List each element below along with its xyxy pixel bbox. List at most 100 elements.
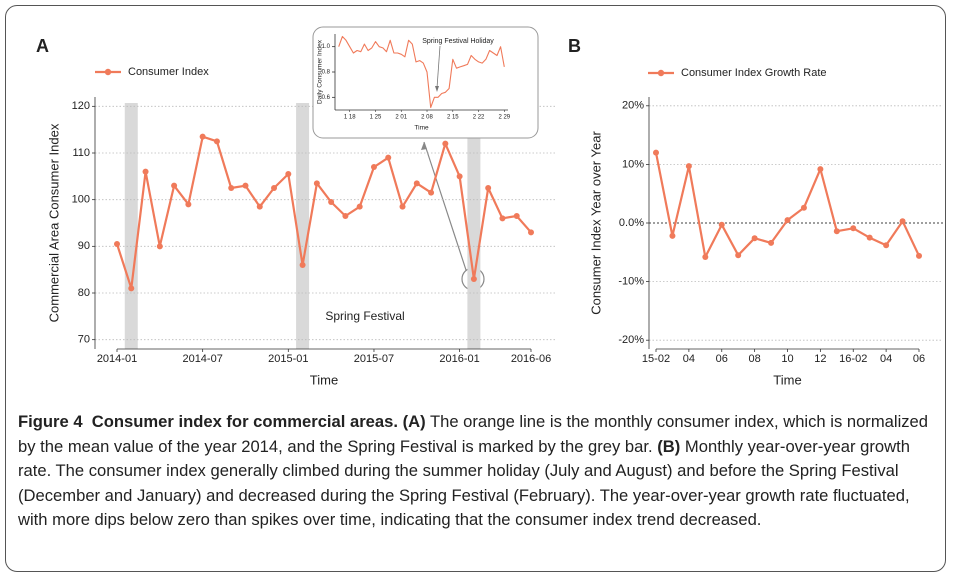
- y-axis-title: Commercial Area Consumer Index: [46, 123, 61, 322]
- arrow-head: [435, 86, 439, 92]
- shaded-band: [124, 103, 138, 349]
- x-tick-label: 2 08: [421, 115, 433, 121]
- x-tick-label: 06: [716, 353, 728, 365]
- point: [342, 213, 349, 219]
- point: [399, 203, 406, 210]
- x-tick-label: 04: [683, 353, 695, 365]
- point: [313, 180, 320, 187]
- point: [485, 185, 492, 191]
- y-tick-label: 1.0: [322, 44, 331, 50]
- point: [735, 252, 742, 259]
- x-axis-title: Time: [310, 372, 338, 387]
- point: [285, 171, 292, 177]
- point: [718, 221, 725, 228]
- caption-label: Figure 4: [18, 412, 83, 431]
- shaded-band: [467, 103, 481, 349]
- x-tick-label: 2015-07: [354, 353, 394, 365]
- point: [171, 182, 178, 189]
- figure: A B Spring Festival 70 80 90 100 110 120 2014-…: [36, 26, 943, 387]
- legend-label: Consumer Index: [128, 66, 209, 78]
- point: [114, 241, 120, 247]
- series-line: [115, 135, 532, 290]
- y-tick-label: 70: [78, 334, 90, 346]
- y-tick-label: 10%: [622, 158, 644, 170]
- y-tick-label: 90: [78, 240, 90, 252]
- point: [185, 201, 192, 208]
- y-tick-label: -10%: [618, 276, 644, 288]
- arrow-head: [421, 142, 427, 150]
- series-line: [654, 152, 920, 259]
- y-axis-title: Daily Consumer Index: [317, 39, 324, 104]
- point: [653, 149, 659, 156]
- x-axis-title: Time: [773, 372, 801, 387]
- point: [199, 133, 206, 140]
- inset-arrow: [436, 45, 441, 89]
- x-tick-label: 2016-06: [511, 353, 551, 365]
- x-tick-label: 15-02: [642, 353, 670, 365]
- panel-label: A: [36, 36, 49, 56]
- x-tick-label: 2 01: [395, 115, 407, 121]
- figure-frame: [5, 5, 946, 572]
- y-tick-label: 80: [78, 287, 90, 299]
- point: [328, 199, 335, 205]
- point: [751, 235, 758, 242]
- x-tick-label: 04: [880, 353, 892, 365]
- point: [702, 253, 709, 260]
- connector: [423, 141, 467, 271]
- y-tick-label: 0.8: [322, 70, 331, 76]
- annotation: Spring Festival: [325, 309, 404, 323]
- point: [883, 242, 890, 249]
- y-tick-label: 100: [72, 194, 90, 206]
- point: [271, 185, 278, 191]
- point: [456, 173, 463, 180]
- point: [156, 243, 163, 250]
- y-axis-title: Consumer Index Year over Year: [588, 131, 603, 315]
- inset-annotation: Spring Festival Holiday: [422, 38, 494, 45]
- caption-b-text: Monthly year-over-year growth rate. The …: [18, 436, 910, 530]
- x-tick-label: 2015-01: [268, 353, 308, 365]
- shaded-band: [296, 103, 310, 349]
- point: [800, 204, 807, 211]
- x-tick-label: 06: [913, 353, 925, 365]
- x-axis-title: Time: [414, 125, 429, 132]
- x-tick-label: 2 22: [473, 115, 485, 121]
- x-tick-label: 1 18: [344, 115, 356, 121]
- point: [899, 218, 906, 225]
- point: [866, 234, 873, 241]
- x-tick-label: 1 25: [370, 115, 382, 121]
- y-tick-label: -20%: [618, 334, 644, 346]
- y-tick-label: 20%: [622, 100, 644, 112]
- legend-marker: [104, 68, 112, 76]
- legend-marker: [657, 69, 665, 77]
- series-line: [338, 35, 505, 109]
- point: [428, 189, 435, 196]
- caption-a-label: (A): [402, 412, 426, 431]
- point: [356, 203, 363, 210]
- point: [142, 168, 149, 175]
- y-tick-label: 0.6: [322, 95, 331, 101]
- x-tick-label: 08: [749, 353, 761, 365]
- point: [784, 217, 791, 224]
- point: [833, 228, 840, 235]
- legend-label: Consumer Index Growth Rate: [681, 67, 827, 79]
- caption-b-label: (B): [657, 436, 681, 456]
- point: [685, 163, 692, 170]
- y-tick-label: 120: [72, 100, 90, 112]
- point: [850, 225, 857, 232]
- panel-label: B: [568, 36, 581, 56]
- caption-a-text: The orange line is the monthly consumer …: [18, 412, 929, 456]
- point: [768, 239, 775, 246]
- caption-title: Consumer index for commercial areas.: [91, 412, 398, 431]
- point: [128, 285, 135, 292]
- point: [528, 229, 534, 236]
- x-tick-label: 2 15: [447, 115, 459, 121]
- point: [513, 213, 520, 219]
- point: [213, 138, 220, 145]
- point: [370, 164, 377, 170]
- x-tick-label: 2 29: [498, 115, 510, 121]
- point: [499, 215, 506, 222]
- x-tick-label: 2014-01: [97, 353, 137, 365]
- point: [817, 166, 824, 173]
- x-tick-label: 12: [814, 353, 826, 365]
